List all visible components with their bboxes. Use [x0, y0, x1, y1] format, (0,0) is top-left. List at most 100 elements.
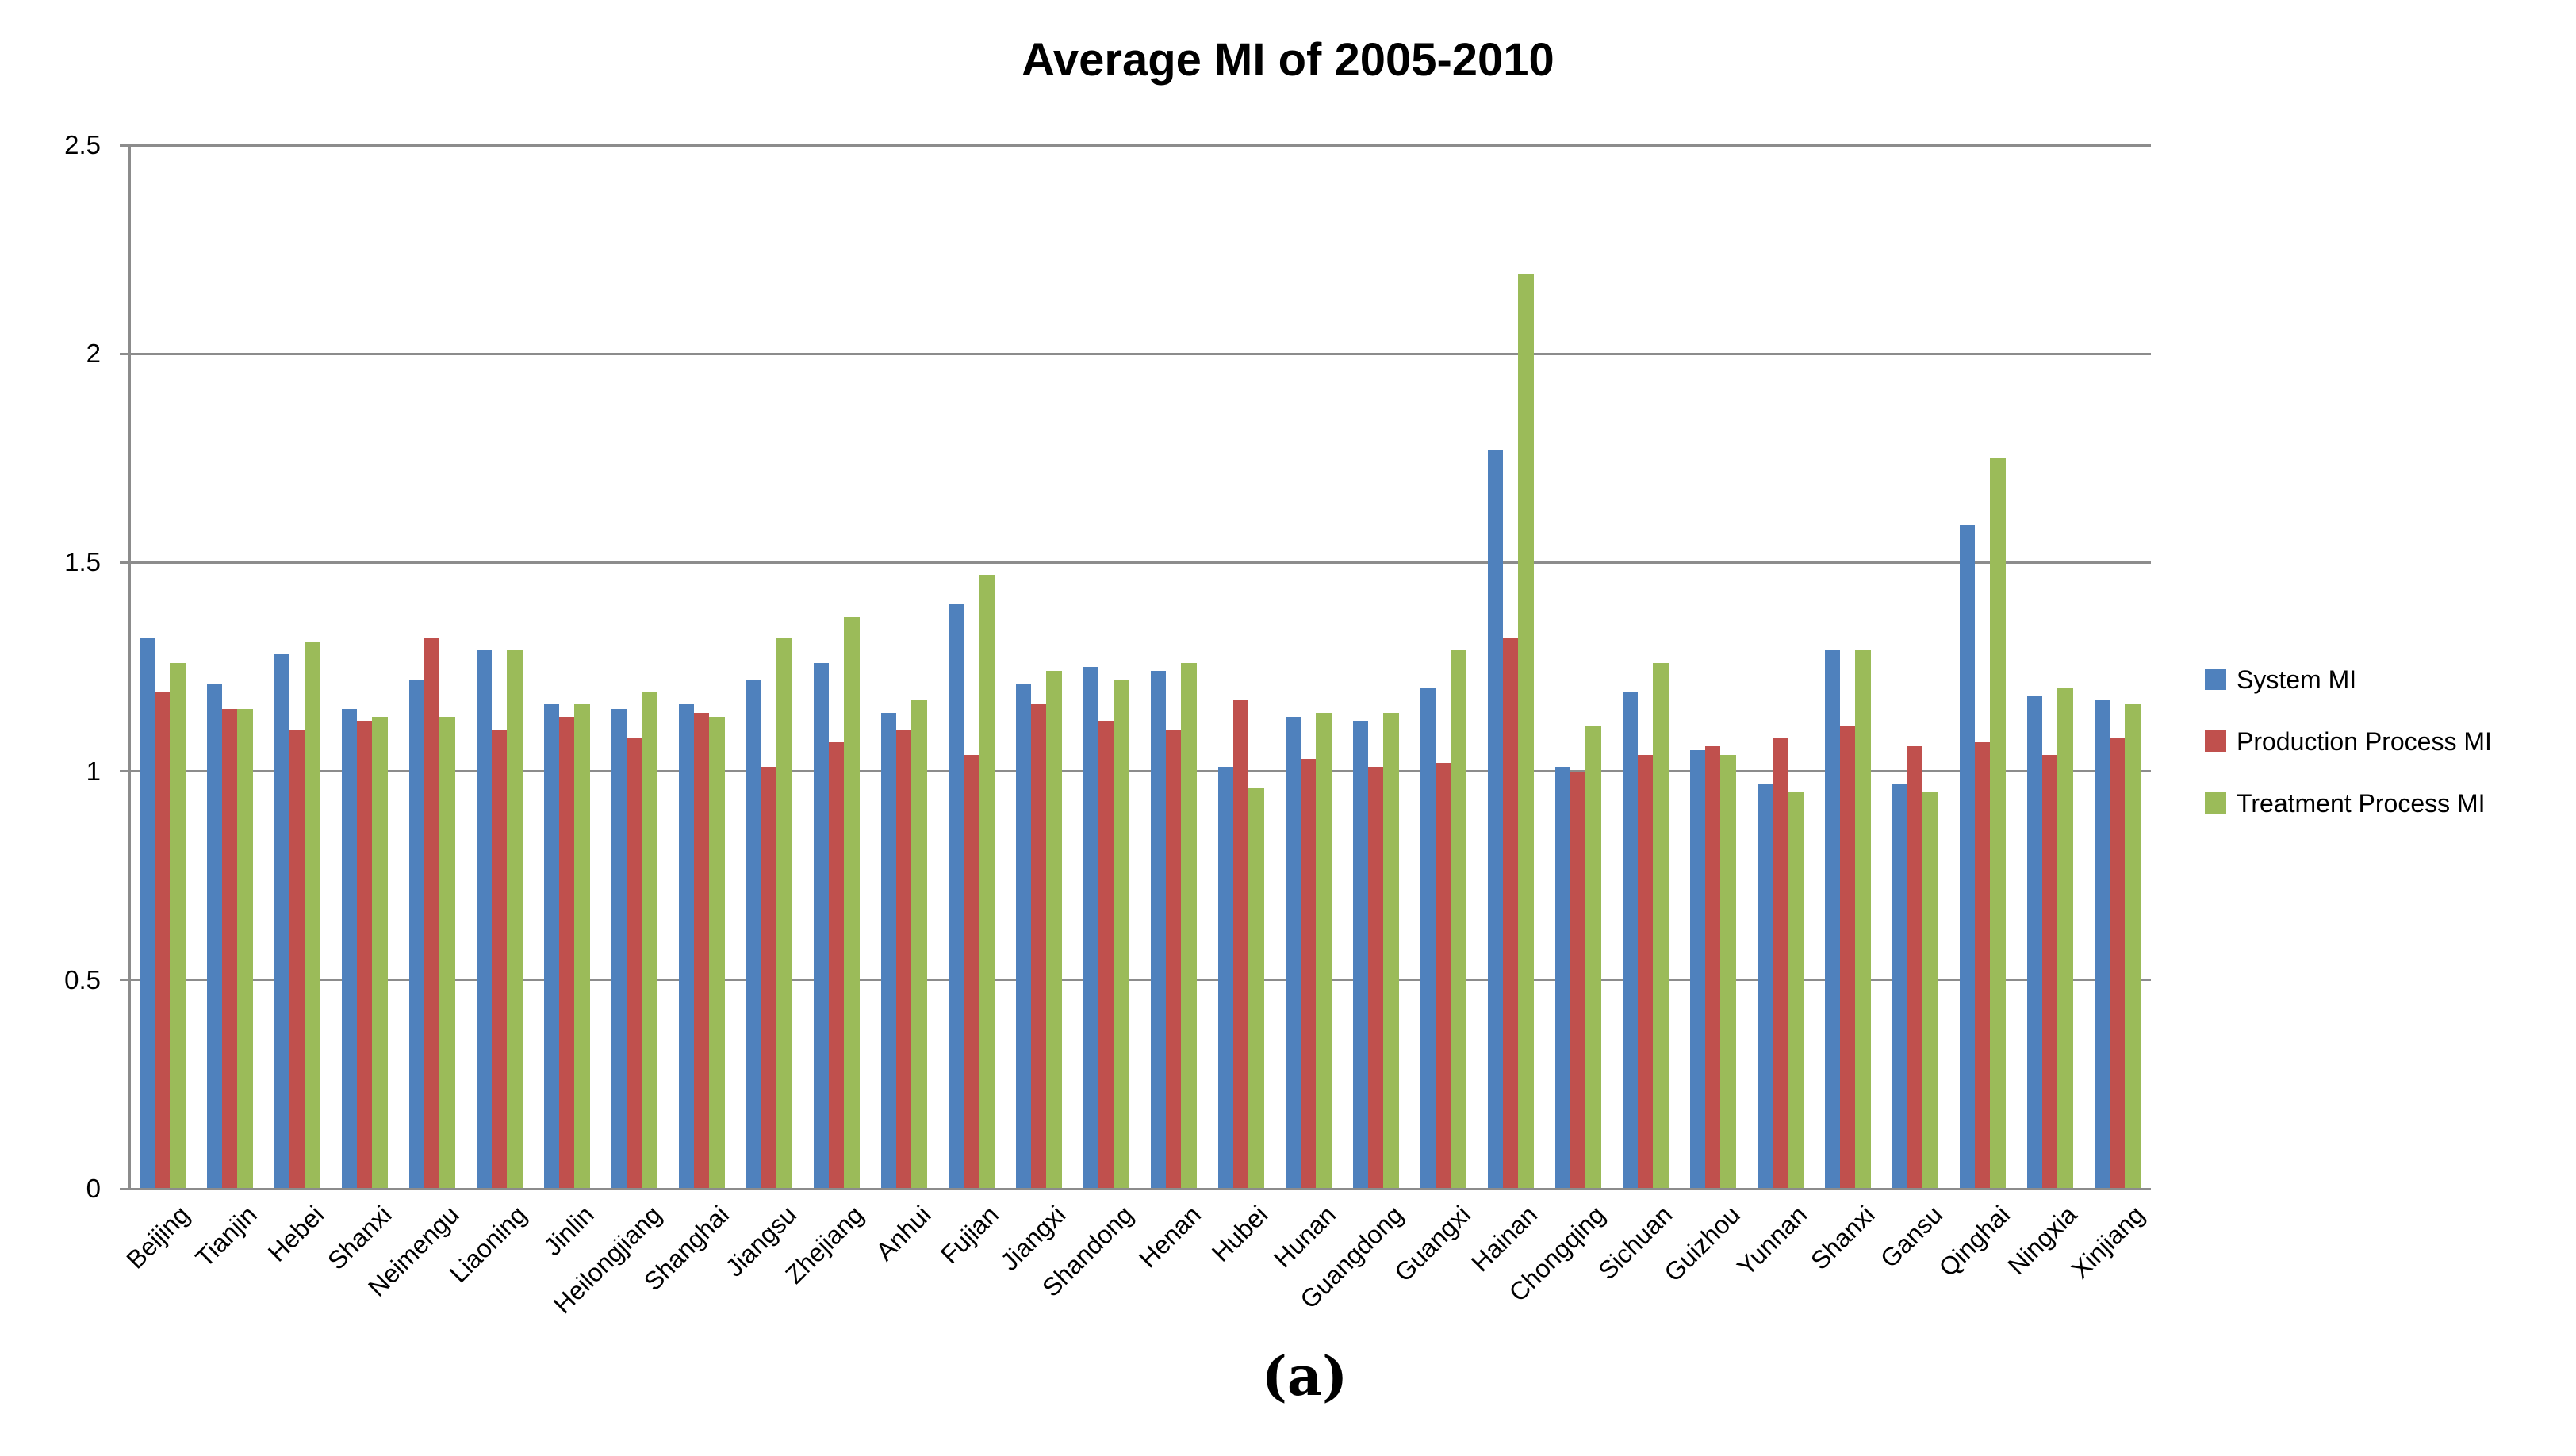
bar-sichuan-production-process-mi: [1638, 754, 1654, 1189]
bar-beijing-production-process-mi: [155, 692, 171, 1189]
gridline-2.5: [128, 144, 2151, 147]
bar-chongqing-production-process-mi: [1570, 771, 1586, 1189]
bar-neimengu-treatment-process-mi: [439, 717, 455, 1189]
bar-neimengu-system-mi: [409, 679, 425, 1189]
bar-beijing-system-mi: [140, 638, 155, 1189]
x-axis-label-henan: Henan: [1133, 1200, 1206, 1274]
bar-fujian-treatment-process-mi: [979, 575, 995, 1189]
bar-zhejiang-treatment-process-mi: [844, 616, 860, 1189]
bar-guangxi-production-process-mi: [1436, 763, 1451, 1189]
bar-sichuan-treatment-process-mi: [1653, 662, 1669, 1189]
bar-guangxi-treatment-process-mi: [1451, 649, 1466, 1189]
gridline-0.5: [128, 979, 2151, 982]
bar-liaoning-system-mi: [477, 649, 493, 1189]
bar-hubei-treatment-process-mi: [1248, 787, 1264, 1189]
bar-shandong-system-mi: [1083, 667, 1099, 1189]
bar-chongqing-treatment-process-mi: [1585, 725, 1601, 1189]
bar-guizhou-system-mi: [1690, 750, 1706, 1189]
x-axis-label-beijing: Beijing: [121, 1200, 195, 1274]
bar-guangdong-treatment-process-mi: [1383, 712, 1399, 1189]
bar-jiangxi-production-process-mi: [1031, 704, 1047, 1189]
bar-henan-treatment-process-mi: [1181, 662, 1197, 1189]
y-axis-line: [128, 145, 131, 1189]
bar-guangdong-production-process-mi: [1368, 767, 1384, 1189]
bar-gansu-system-mi: [1892, 784, 1908, 1189]
bar-zhejiang-production-process-mi: [829, 741, 845, 1189]
bar-shanxi2-production-process-mi: [1840, 725, 1856, 1189]
legend-label: Treatment Process MI: [2237, 789, 2486, 818]
bar-shandong-treatment-process-mi: [1114, 679, 1129, 1189]
x-axis-label-qinghai: Qinghai: [1933, 1200, 2015, 1282]
bar-qinghai-system-mi: [1960, 525, 1976, 1189]
bar-hebei-production-process-mi: [289, 729, 305, 1189]
bar-jiangsu-production-process-mi: [761, 767, 777, 1189]
x-axis-line: [128, 1188, 2151, 1190]
y-axis-label: 2.5: [64, 130, 101, 159]
x-axis-label-tianjin: Tianjin: [190, 1200, 263, 1273]
bar-jiangxi-system-mi: [1016, 684, 1032, 1189]
bar-xinjiang-treatment-process-mi: [2125, 704, 2141, 1189]
bar-shandong-production-process-mi: [1098, 721, 1114, 1189]
bar-hainan-system-mi: [1488, 450, 1504, 1189]
bar-shanghai-treatment-process-mi: [709, 717, 725, 1189]
bar-tianjin-production-process-mi: [222, 708, 238, 1189]
gridline-1.5: [128, 561, 2151, 564]
bar-ningxia-system-mi: [2027, 695, 2043, 1189]
bar-anhui-treatment-process-mi: [911, 700, 927, 1189]
bar-jiangsu-treatment-process-mi: [776, 638, 792, 1189]
bar-guangxi-system-mi: [1420, 688, 1436, 1189]
bar-heilongjiang-treatment-process-mi: [642, 692, 657, 1189]
bar-liaoning-production-process-mi: [492, 729, 508, 1189]
y-axis-tick: [120, 770, 128, 773]
bar-anhui-production-process-mi: [896, 729, 912, 1189]
gridline-2: [128, 352, 2151, 355]
y-axis-tick: [120, 979, 128, 982]
bar-jinlin-system-mi: [544, 704, 560, 1189]
bar-gansu-production-process-mi: [1907, 746, 1923, 1189]
bar-zhejiang-system-mi: [814, 662, 830, 1189]
bar-shanghai-system-mi: [679, 704, 695, 1189]
legend-label: Production Process MI: [2237, 727, 2492, 756]
bar-guangdong-system-mi: [1353, 721, 1369, 1189]
bar-ningxia-production-process-mi: [2042, 754, 2058, 1189]
bar-tianjin-treatment-process-mi: [237, 708, 253, 1189]
bar-shanxi-production-process-mi: [357, 721, 373, 1189]
y-axis-tick: [120, 1187, 128, 1190]
figure-caption: (a): [1261, 1345, 1348, 1408]
y-axis-label: 1.5: [64, 547, 101, 577]
y-axis-label: 1: [86, 756, 101, 786]
y-axis-label: 2: [86, 339, 101, 369]
bar-guizhou-treatment-process-mi: [1720, 754, 1736, 1189]
x-axis-label-shanxi2: Shanxi: [1804, 1200, 1880, 1275]
x-axis-label-hebei: Hebei: [262, 1200, 330, 1267]
bar-yunnan-treatment-process-mi: [1788, 791, 1804, 1189]
bar-hainan-production-process-mi: [1503, 638, 1519, 1189]
bar-neimengu-production-process-mi: [424, 638, 440, 1189]
bar-anhui-system-mi: [881, 712, 897, 1189]
bar-chongqing-system-mi: [1555, 767, 1571, 1189]
bar-henan-production-process-mi: [1166, 729, 1182, 1189]
bar-xinjiang-production-process-mi: [2110, 738, 2126, 1189]
bar-heilongjiang-production-process-mi: [627, 738, 642, 1189]
x-axis-label-yunnan: Yunnan: [1731, 1200, 1813, 1282]
legend-swatch-icon: [2205, 669, 2226, 690]
bar-guizhou-production-process-mi: [1705, 746, 1721, 1189]
bar-hunan-treatment-process-mi: [1316, 712, 1332, 1189]
y-axis-tick: [120, 561, 128, 564]
bar-xinjiang-system-mi: [2095, 700, 2110, 1189]
bar-hainan-treatment-process-mi: [1518, 274, 1534, 1189]
y-axis-label: 0.5: [64, 964, 101, 994]
bar-yunnan-production-process-mi: [1773, 738, 1788, 1189]
bar-jiangxi-treatment-process-mi: [1046, 671, 1062, 1189]
bar-shanxi-system-mi: [342, 708, 358, 1189]
legend-swatch-icon: [2205, 730, 2226, 752]
legend-label: System MI: [2237, 665, 2357, 694]
bar-fujian-production-process-mi: [964, 754, 979, 1189]
bar-henan-system-mi: [1151, 671, 1167, 1189]
bar-beijing-treatment-process-mi: [170, 662, 186, 1189]
bar-shanghai-production-process-mi: [694, 712, 710, 1189]
bar-qinghai-treatment-process-mi: [1990, 458, 2006, 1189]
x-axis-label-xinjiang: Xinjiang: [2065, 1200, 2150, 1285]
